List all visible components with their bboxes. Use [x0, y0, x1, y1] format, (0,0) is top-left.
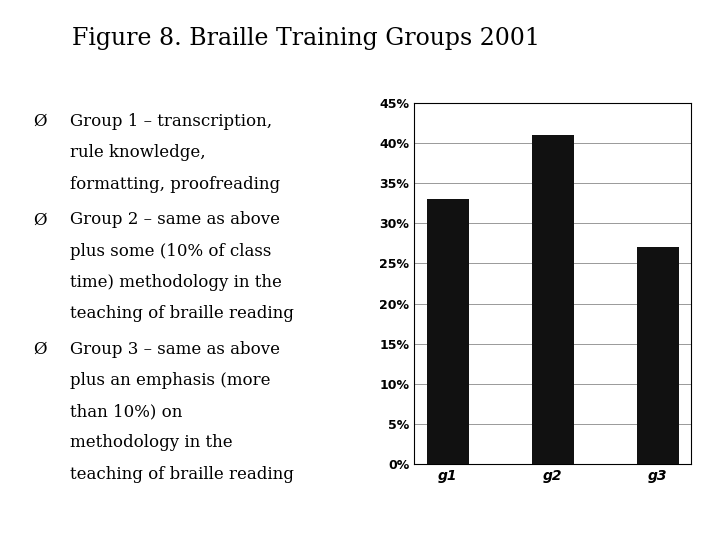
- Text: methodology in the: methodology in the: [70, 434, 233, 451]
- Bar: [531, 135, 574, 464]
- Text: teaching of braille reading: teaching of braille reading: [70, 305, 294, 322]
- Text: Ø: Ø: [33, 341, 46, 358]
- Text: plus an emphasis (more: plus an emphasis (more: [70, 372, 270, 389]
- Bar: [636, 247, 678, 464]
- Text: teaching of braille reading: teaching of braille reading: [70, 465, 294, 483]
- Text: plus some (10% of class: plus some (10% of class: [70, 242, 271, 260]
- Text: than 10%) on: than 10%) on: [70, 403, 182, 420]
- Text: Figure 8. Braille Training Groups 2001: Figure 8. Braille Training Groups 2001: [72, 27, 540, 50]
- Text: time) methodology in the: time) methodology in the: [70, 274, 282, 291]
- Bar: [426, 199, 469, 464]
- Text: Group 3 – same as above: Group 3 – same as above: [70, 341, 280, 358]
- Text: Ø: Ø: [33, 113, 46, 130]
- Text: Group 1 – transcription,: Group 1 – transcription,: [70, 113, 272, 130]
- Text: Group 2 – same as above: Group 2 – same as above: [70, 211, 280, 228]
- Text: rule knowledge,: rule knowledge,: [70, 144, 205, 161]
- Text: formatting, proofreading: formatting, proofreading: [70, 176, 280, 193]
- Text: Ø: Ø: [33, 211, 46, 228]
